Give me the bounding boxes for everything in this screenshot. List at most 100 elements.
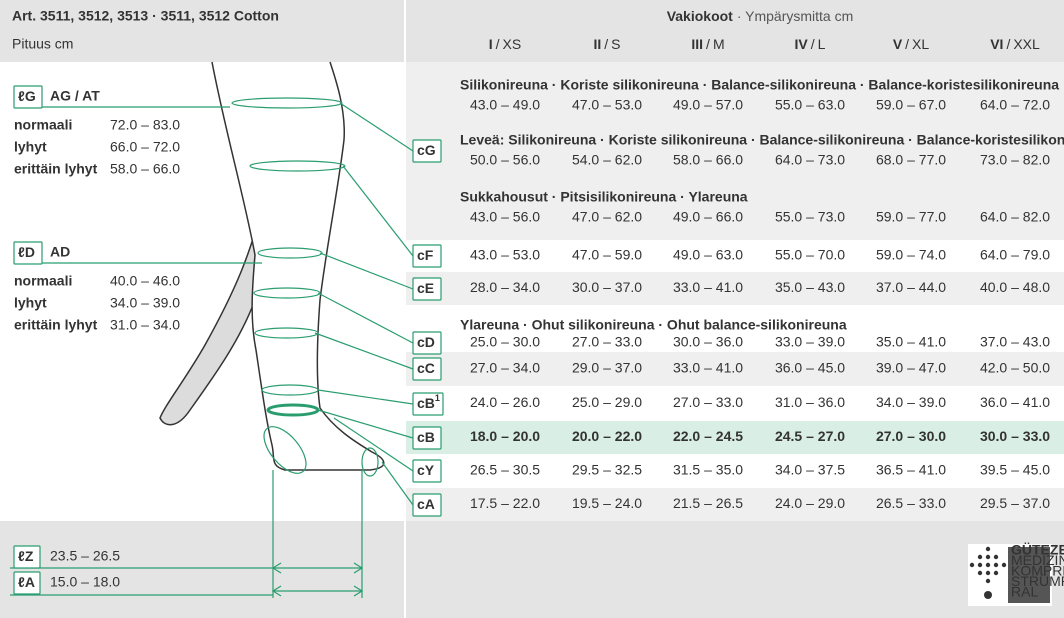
logo-dot	[984, 591, 992, 599]
size-value: 49.0 – 66.0	[673, 209, 743, 225]
size-value: 36.0 – 41.0	[980, 394, 1050, 410]
size-value: 30.0 – 36.0	[673, 334, 743, 350]
size-value: 18.0 – 20.0	[470, 428, 540, 444]
ring	[263, 426, 307, 474]
code: cY	[417, 462, 435, 478]
row-background	[405, 352, 1064, 386]
size-roman: I	[489, 36, 493, 52]
logo-dot	[977, 554, 983, 560]
size-name: XXL	[1013, 36, 1040, 52]
size-value: 30.0 – 37.0	[572, 279, 642, 295]
size-value: 37.0 – 43.0	[980, 334, 1050, 350]
length-label: erittäin lyhyt	[14, 161, 98, 177]
size-value: 50.0 – 56.0	[470, 152, 540, 168]
size-value: 34.0 – 39.0	[876, 394, 946, 410]
logo-dot	[977, 562, 983, 568]
size-value: 49.0 – 57.0	[673, 97, 743, 113]
logo-dot	[985, 546, 991, 552]
logo-text: STRÜMPFE	[1011, 572, 1064, 589]
size-value: 42.0 – 50.0	[980, 360, 1050, 376]
length-value: 23.5 – 26.5	[50, 548, 120, 564]
code: cE	[417, 280, 434, 296]
subtitle: Pituus cm	[12, 36, 73, 52]
size-value: 64.0 – 73.0	[775, 152, 845, 168]
leader-line	[339, 102, 414, 152]
length-value: 58.0 – 66.0	[110, 161, 180, 177]
code-box	[13, 545, 41, 569]
size-value: 24.5 – 27.0	[775, 428, 845, 444]
leader-line	[317, 292, 414, 344]
leader-line	[333, 417, 414, 472]
size-value: 49.0 – 63.0	[673, 247, 743, 263]
size-value: 47.0 – 59.0	[572, 247, 642, 263]
logo-text: GÜTEZEICHEN	[1011, 542, 1064, 558]
size-separator: /	[811, 36, 815, 52]
code-text: cD	[417, 334, 435, 350]
ring	[254, 327, 319, 339]
size-value: 64.0 – 72.0	[980, 97, 1050, 113]
row-background	[405, 386, 1064, 421]
size-roman: V	[893, 36, 903, 52]
logo-dot	[985, 562, 991, 568]
sizes-subtitle: · Ympärysmitta cm	[737, 8, 853, 24]
size-name: XL	[912, 36, 929, 52]
width-arrows	[10, 470, 364, 598]
size-name: M	[713, 36, 725, 52]
size-roman: IV	[795, 36, 809, 52]
size-value: 20.0 – 22.0	[572, 428, 642, 444]
logo-dot	[969, 562, 975, 568]
logo-dot	[985, 578, 991, 584]
code-text: cG	[417, 142, 436, 158]
logo-dot	[985, 554, 991, 560]
size-name: XS	[503, 36, 522, 52]
logo-dot	[993, 570, 999, 576]
code-box	[412, 392, 444, 416]
size-value: 35.0 – 41.0	[876, 334, 946, 350]
code-text: ℓA	[18, 574, 35, 590]
size-value: 27.0 – 30.0	[876, 428, 946, 444]
code: cB1	[417, 393, 440, 410]
code-box	[13, 571, 41, 595]
footer-band	[0, 521, 1064, 618]
length-value: 72.0 – 83.0	[110, 117, 180, 133]
code: ℓA	[18, 574, 35, 590]
size-value: 39.5 – 45.0	[980, 462, 1050, 478]
size-heading: VI / XXL	[990, 36, 1040, 52]
row-note: Sukkahousut · Pitsisilikonireuna · Ylare…	[460, 189, 748, 205]
leader-line	[319, 252, 414, 290]
logo-text: KOMPRESSIONS-	[1011, 563, 1064, 579]
size-value: 59.0 – 74.0	[876, 247, 946, 263]
size-value: 26.5 – 30.5	[470, 462, 540, 478]
code-box	[412, 493, 442, 517]
size-roman: VI	[990, 36, 1003, 52]
logo-text: MEDIZINISCHE	[1011, 552, 1064, 568]
code-box	[412, 426, 442, 450]
length-value: 40.0 – 46.0	[110, 273, 180, 289]
logo-dot	[993, 554, 999, 560]
code-text: ℓD	[18, 244, 35, 260]
size-value: 33.0 – 41.0	[673, 360, 743, 376]
group-name: AG / AT	[50, 88, 100, 104]
code-box	[13, 241, 43, 265]
code-box	[412, 277, 442, 301]
sizes-title: Vakiokoot	[667, 8, 733, 24]
size-heading: I / XS	[489, 36, 521, 52]
length-label: lyhyt	[14, 139, 47, 155]
code: cC	[417, 360, 435, 376]
code-text: cF	[417, 247, 434, 263]
row-background	[405, 240, 1064, 272]
code-text: cB	[417, 395, 435, 411]
size-value: 27.0 – 33.0	[673, 394, 743, 410]
size-value: 29.5 – 32.5	[572, 462, 642, 478]
size-value: 30.0 – 33.0	[980, 428, 1050, 444]
code-text: ℓG	[18, 88, 36, 104]
length-value: 15.0 – 18.0	[50, 574, 120, 590]
row-background	[405, 62, 1064, 240]
size-heading: V / XL	[893, 36, 930, 52]
size-value: 26.5 – 33.0	[876, 495, 946, 511]
code-text: cY	[417, 462, 435, 478]
size-value: 29.0 – 37.0	[572, 360, 642, 376]
size-value: 43.0 – 49.0	[470, 97, 540, 113]
size-value: 39.0 – 47.0	[876, 360, 946, 376]
